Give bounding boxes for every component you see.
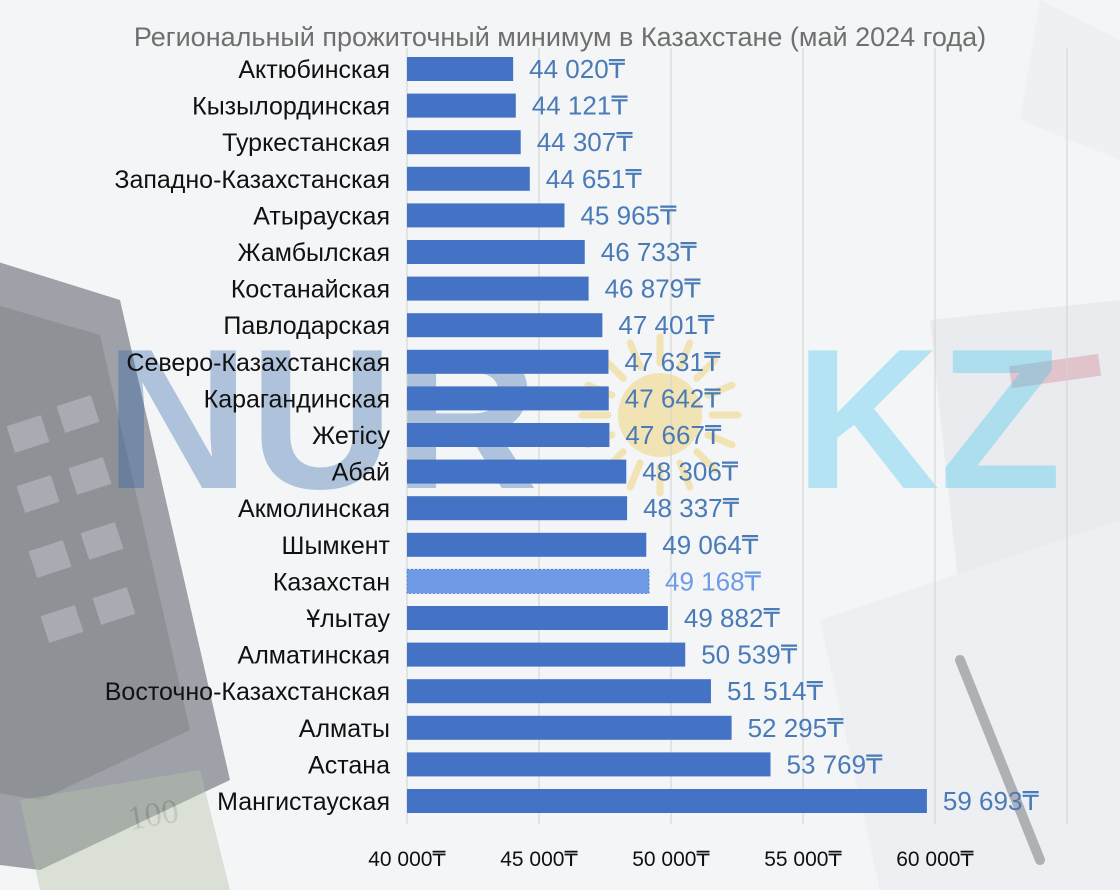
bar	[407, 130, 521, 155]
bar-series	[406, 57, 927, 813]
value-label: 59 693₸	[943, 786, 1040, 816]
value-label: 50 539₸	[701, 640, 798, 670]
x-tick-label: 60 000₸	[896, 848, 974, 871]
category-label: Шымкент	[282, 532, 391, 560]
value-label: 44 307₸	[537, 127, 634, 157]
category-label: Актюбинская	[238, 56, 390, 84]
value-label: 52 295₸	[748, 713, 845, 743]
value-label: 47 642₸	[625, 383, 722, 413]
x-tick-label: 50 000₸	[632, 848, 710, 871]
value-label: 45 965₸	[580, 200, 677, 230]
value-label: 49 168₸	[665, 566, 762, 596]
category-label: Алматинская	[238, 642, 390, 670]
bar	[406, 568, 650, 594]
category-label: Кызылординская	[192, 93, 390, 121]
bar	[407, 313, 603, 338]
category-label: Атырауская	[253, 202, 390, 230]
value-label: 44 121₸	[532, 91, 629, 121]
bar	[407, 715, 732, 740]
sun-ray	[693, 448, 719, 474]
value-label: 53 769₸	[787, 749, 884, 779]
category-label: Абай	[332, 459, 390, 487]
value-label: 46 879₸	[605, 274, 702, 304]
x-tick-label: 45 000₸	[500, 848, 578, 871]
category-label: Жетісу	[312, 422, 390, 450]
bar	[407, 679, 711, 704]
category-label: Восточно-Казахстанская	[105, 678, 390, 706]
category-label: Северо-Казахстанская	[126, 349, 390, 377]
category-label: Туркестанская	[222, 129, 390, 157]
watermark-text-left: NUR	[105, 308, 538, 531]
bar	[407, 642, 686, 667]
bar	[407, 423, 610, 447]
bar	[407, 752, 771, 777]
value-label: 47 401₸	[618, 310, 715, 340]
bar	[407, 606, 668, 630]
category-label: Жамбылская	[238, 239, 390, 267]
chart-title: Региональный прожиточный минимум в Казах…	[134, 22, 986, 52]
bar	[407, 496, 628, 521]
sun-ray	[626, 459, 644, 491]
watermark-text-right: KZ	[795, 308, 1062, 531]
x-tick-label: 40 000₸	[368, 848, 446, 871]
bar	[407, 203, 565, 228]
svg-text:100: 100	[125, 793, 182, 838]
value-label: 47 631₸	[624, 347, 721, 377]
bar	[407, 166, 530, 191]
banknote-decor: 100	[20, 770, 230, 890]
bar	[407, 276, 589, 301]
calculator-icon	[0, 262, 230, 870]
bar	[407, 386, 609, 411]
value-label: 47 667₸	[625, 420, 722, 450]
value-label: 49 882₸	[684, 603, 781, 633]
bar	[407, 240, 585, 264]
sun-ray	[626, 339, 644, 371]
value-label: 48 306₸	[642, 457, 739, 487]
value-label: 51 514₸	[727, 676, 824, 706]
bar	[407, 459, 627, 484]
category-labels: Актюбинская Кызылординская Туркестанская За…	[105, 56, 391, 816]
bar	[407, 532, 647, 557]
bar	[407, 789, 927, 813]
category-label: Ұлытау	[306, 605, 390, 633]
category-label: Карагандинская	[204, 385, 390, 413]
watermark: NUR KZ	[105, 308, 1062, 531]
sun-ray	[676, 339, 694, 371]
sun-ray	[704, 431, 736, 449]
category-label: Казахстан	[273, 568, 390, 596]
category-label: Алматы	[299, 715, 390, 743]
sun-ray	[704, 381, 736, 399]
category-label: Павлодарская	[223, 312, 390, 340]
bar	[407, 57, 514, 81]
value-label: 48 337₸	[643, 493, 740, 523]
x-axis-tick-labels: 40 000₸ 45 000₸ 50 000₸ 55 000₸ 60 000₸	[368, 848, 974, 871]
category-label: Мангистауская	[217, 788, 390, 816]
sun-ray	[693, 356, 719, 382]
value-label: 44 020₸	[529, 54, 626, 84]
value-labels: 44 020₸ 44 121₸ 44 307₸ 44 651₸ 45 965₸ 46 73…	[529, 54, 1039, 816]
category-label: Костанайская	[231, 276, 390, 304]
value-label: 46 733₸	[601, 237, 698, 267]
x-tick-label: 55 000₸	[764, 848, 842, 871]
bar	[407, 93, 516, 118]
value-label: 49 064₸	[662, 530, 759, 560]
category-label: Астана	[308, 751, 390, 779]
sun-disc	[618, 373, 702, 457]
category-label: Западно-Казахстанская	[114, 166, 390, 194]
sun-ray	[676, 459, 694, 491]
bar	[407, 349, 609, 374]
category-label: Акмолинская	[238, 495, 390, 523]
value-label: 44 651₸	[546, 164, 643, 194]
